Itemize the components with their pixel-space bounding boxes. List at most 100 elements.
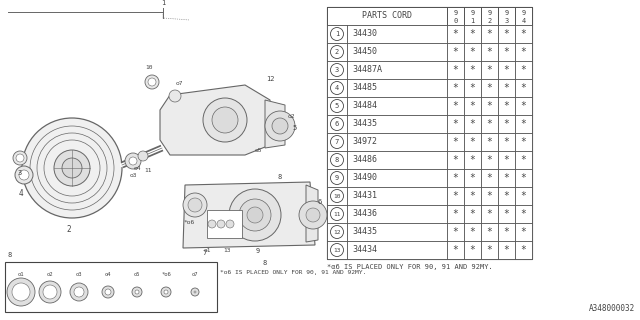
Circle shape (164, 290, 168, 294)
Bar (498, 115, 515, 133)
Bar (481, 223, 498, 241)
Text: 1: 1 (161, 0, 165, 6)
Bar (347, 79, 447, 97)
Bar (447, 187, 464, 205)
Text: *: * (504, 137, 509, 147)
Bar (481, 25, 498, 43)
Bar (464, 223, 481, 241)
Text: *: * (486, 83, 492, 93)
Bar (327, 79, 347, 97)
Bar (347, 187, 447, 205)
Circle shape (102, 286, 114, 298)
Text: o2: o2 (288, 114, 296, 118)
Text: 34487A: 34487A (352, 66, 382, 75)
Text: 34435: 34435 (352, 119, 377, 129)
Text: *: * (520, 245, 527, 255)
Bar (464, 7, 481, 25)
Text: 10: 10 (333, 194, 340, 198)
Text: 9: 9 (522, 10, 525, 16)
Bar (447, 241, 464, 259)
Circle shape (39, 281, 61, 303)
Text: o4: o4 (105, 273, 111, 277)
Bar (347, 97, 447, 115)
Text: o1: o1 (18, 273, 24, 277)
Circle shape (330, 244, 344, 257)
Circle shape (43, 285, 57, 299)
Bar (447, 61, 464, 79)
Bar (327, 25, 347, 43)
Bar (515, 205, 532, 223)
Bar (464, 79, 481, 97)
Text: 5: 5 (292, 125, 296, 131)
Text: *: * (452, 191, 458, 201)
Circle shape (191, 288, 199, 296)
Text: 9: 9 (488, 10, 492, 16)
Text: *o6 IS PLACED ONLY FOR 90, 91 AND 92MY.: *o6 IS PLACED ONLY FOR 90, 91 AND 92MY. (220, 270, 366, 275)
Text: 4: 4 (522, 18, 525, 24)
Circle shape (208, 220, 216, 228)
Text: o7: o7 (175, 81, 183, 86)
Bar (464, 61, 481, 79)
Circle shape (148, 78, 156, 86)
Text: 4: 4 (19, 189, 23, 198)
Circle shape (125, 153, 141, 169)
Bar (498, 61, 515, 79)
Bar (481, 187, 498, 205)
Bar (481, 115, 498, 133)
Circle shape (22, 118, 122, 218)
Text: 8: 8 (335, 157, 339, 163)
Text: *: * (470, 29, 476, 39)
Text: *: * (486, 245, 492, 255)
Text: *: * (486, 155, 492, 165)
Text: *: * (504, 173, 509, 183)
Bar (347, 43, 447, 61)
Bar (447, 133, 464, 151)
Bar (347, 61, 447, 79)
Text: *: * (452, 29, 458, 39)
Bar (498, 43, 515, 61)
Text: 9: 9 (504, 10, 509, 16)
Circle shape (105, 289, 111, 295)
Bar (347, 169, 447, 187)
Bar (481, 43, 498, 61)
Circle shape (212, 107, 238, 133)
Text: *: * (470, 47, 476, 57)
Bar (327, 223, 347, 241)
Circle shape (135, 290, 139, 294)
Bar (464, 169, 481, 187)
Circle shape (330, 63, 344, 76)
Circle shape (330, 82, 344, 94)
Text: 34486: 34486 (352, 156, 377, 164)
Text: 34485: 34485 (352, 84, 377, 92)
Bar (327, 115, 347, 133)
Bar (327, 7, 447, 25)
Text: *: * (486, 209, 492, 219)
Bar (515, 79, 532, 97)
Text: *: * (452, 209, 458, 219)
Bar (327, 43, 347, 61)
Bar (5, 262, 217, 312)
Circle shape (330, 172, 344, 185)
Text: 34972: 34972 (352, 138, 377, 147)
Text: o4: o4 (133, 166, 141, 171)
Circle shape (330, 28, 344, 41)
Text: 8: 8 (8, 252, 12, 258)
Text: *: * (486, 227, 492, 237)
Bar (498, 7, 515, 25)
Text: 2: 2 (488, 18, 492, 24)
Bar (447, 25, 464, 43)
Bar (498, 223, 515, 241)
Bar (327, 169, 347, 187)
Polygon shape (160, 85, 270, 155)
Circle shape (299, 201, 327, 229)
Text: *: * (452, 227, 458, 237)
Text: 13: 13 (333, 247, 340, 252)
Bar (498, 151, 515, 169)
Text: *: * (486, 101, 492, 111)
Circle shape (129, 157, 137, 165)
Text: 5: 5 (335, 103, 339, 109)
Bar (515, 151, 532, 169)
Circle shape (194, 291, 196, 293)
Circle shape (70, 283, 88, 301)
Circle shape (330, 154, 344, 166)
